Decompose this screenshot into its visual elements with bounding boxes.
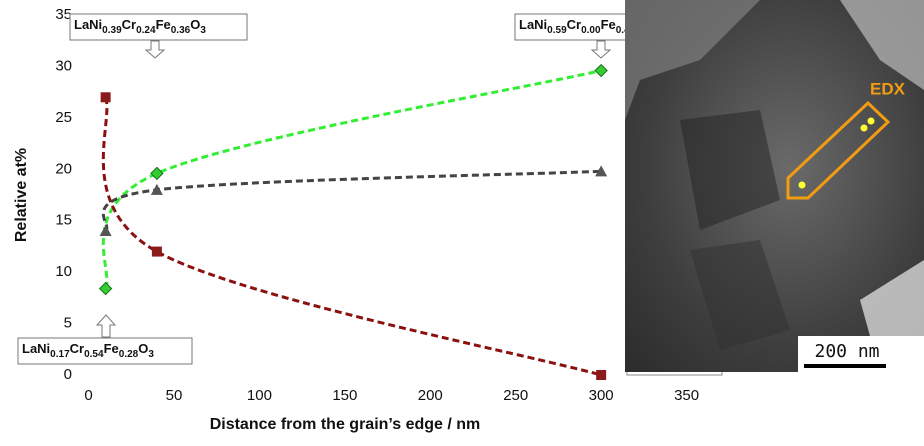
annotation-text: Fe [104,341,119,356]
y-tick-label: 15 [55,212,72,229]
x-tick-label: 350 [674,387,699,404]
micrograph: EDX 200 nm [625,0,924,372]
data-point [100,92,111,103]
data-point [99,225,112,236]
data-point [150,166,164,181]
annotation-text: O [138,341,148,356]
x-tick-label: 0 [84,387,92,404]
annotation-subscript: 3 [148,349,154,360]
edx-label: EDX [870,79,906,98]
annotation-text: Fe [156,17,171,32]
annotation-text: LaNi [519,17,547,32]
annotation-subscript: 0.17 [50,349,70,360]
scale-bar [804,364,886,368]
x-tick-label: 300 [589,387,614,404]
grain-region [625,0,760,120]
annotation-box [17,337,193,365]
data-point [150,183,163,195]
annotation: LaNi0.17Cr0.54Fe0.28O3 [22,341,154,359]
fit-curve [101,96,602,377]
annotation-arrow [590,40,612,59]
annotation-subscript: 3 [200,25,206,36]
y-tick-label: 5 [64,315,72,332]
edx-point [798,181,806,189]
data-point [98,281,113,296]
grain-region [840,0,924,90]
x-tick-label: 150 [332,387,357,404]
annotation-subscript: 0.36 [171,25,191,36]
annotation-text: Cr [122,17,136,32]
annotation-box [69,13,248,41]
edx-region [786,100,891,200]
y-tick-label: 35 [55,6,72,23]
fit-curve [101,69,602,290]
scale-bar-label: 200 nm [814,341,879,362]
y-axis-label: Relative at% [13,148,30,242]
x-tick-label: 250 [503,387,528,404]
fit-curve [101,169,602,233]
edx-point [867,117,875,125]
x-tick-label: 200 [418,387,443,404]
annotation-subscript: 0.28 [119,349,139,360]
annotation-text: O [190,17,200,32]
annotation-subscript: 0.24 [136,25,156,36]
annotation-subscript: 0.39 [102,25,122,36]
y-tick-label: 20 [55,160,72,177]
grain-region [680,110,780,230]
grain-region [690,240,790,350]
annotation-text: Fe [601,17,616,32]
annotation-arrow [144,40,166,59]
annotation-subscript: 0.00 [581,25,601,36]
data-point [596,370,607,380]
y-tick-label: 0 [64,366,72,383]
annotation-text: LaNi [22,341,50,356]
annotation: LaNi0.39Cr0.24Fe0.36O3 [74,17,206,35]
annotation-text: LaNi [74,17,102,32]
y-tick-label: 10 [55,263,72,280]
x-axis-label: Distance from the grain’s edge / nm [210,416,481,433]
data-point [151,246,162,257]
annotation-arrow [95,314,117,338]
y-tick-label: 30 [55,57,72,74]
annotation-text: Cr [70,341,84,356]
annotation-subscript: 0.59 [547,25,567,36]
data-point [595,165,608,177]
edx-point [860,124,868,132]
data-point [594,63,608,78]
x-tick-label: 100 [247,387,272,404]
x-tick-label: 50 [166,387,183,404]
annotation-text: Cr [567,17,581,32]
annotation-subscript: 0.54 [84,349,104,360]
y-tick-label: 25 [55,109,72,126]
